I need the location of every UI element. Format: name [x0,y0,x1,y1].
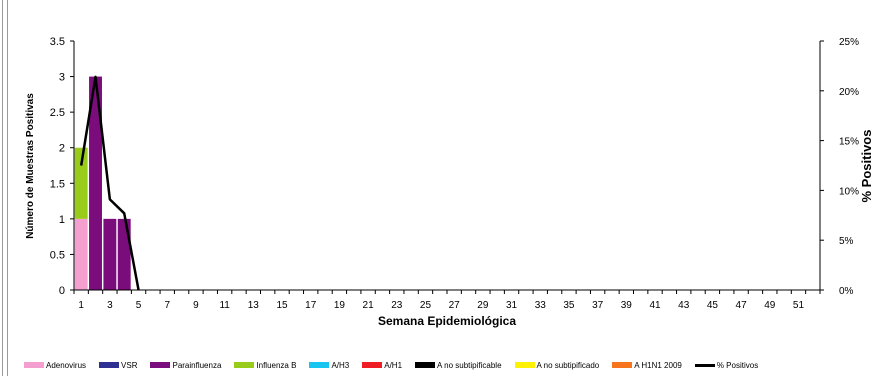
bar-adenovirus-week-1 [74,218,88,290]
y2-tick-label: 0% [839,286,854,297]
legend-item: A/H1 [362,361,402,370]
legend-item: Parainfluenza [150,361,221,370]
x-tick-label: 25 [420,300,432,311]
legend-item: Influenza B [234,361,296,370]
legend-item: A H1N1 2009 [612,361,682,370]
x-tick-label: 13 [248,300,260,311]
y-axis-title: Número de Muestras Positivas [25,93,36,239]
legend: Adenovirus VSR Parainfluenza Influenza B A/H… [24,358,771,372]
legend-label: Adenovirus [46,360,87,370]
legend-swatch [99,362,120,368]
x-tick-label: 21 [363,300,375,311]
legend-label: A no subtipificable [437,360,502,370]
legend-item: Adenovirus [24,361,86,370]
x-tick-label: 37 [592,300,604,311]
y-tick-label: 3 [59,72,65,84]
legend-label: A no subtipificado [536,360,600,370]
x-tick-label: 5 [136,300,142,311]
x-tick-label: 19 [334,300,346,311]
y-tick-label: 3.5 [50,36,65,48]
x-axis-title: Semana Epidemiológica [378,314,516,328]
legend-swatch [234,362,255,368]
legend-swatch [309,362,330,368]
legend-swatch [694,363,715,367]
y2-tick-label: 15% [839,137,859,148]
line-layer [79,75,140,291]
x-tick-label: 27 [449,300,461,311]
y-tick-label: 0.5 [50,249,65,261]
axes-layer: 00.511.522.533.50%5%10%15%20%25%1 3 5 7 9 11 1… [50,36,859,311]
legend-label: A/H1 [384,360,403,370]
x-tick-label: 51 [793,300,805,311]
bar-influenza-b-week-1 [74,147,88,219]
y-tick-label: 2.5 [50,107,65,119]
x-tick-label: 7 [164,300,170,311]
y-tick-label: 1.5 [50,178,65,190]
y-tick-label: 1 [59,214,65,226]
x-tick-label: 33 [535,300,547,311]
legend-label: % Positivos [716,360,759,370]
bar-parainfluenza-week-2 [89,76,102,290]
y-tick-label: 0 [59,285,65,297]
x-tick-label: 23 [391,300,403,311]
x-tick-label: 31 [506,300,518,311]
x-tick-label: 17 [305,300,317,311]
legend-swatch [514,362,535,368]
x-tick-label: 11 [219,300,230,311]
x-tick-label: 41 [649,300,661,311]
x-tick-label: 35 [563,300,575,311]
line-percent-positivos [79,75,140,291]
legend-label: Parainfluenza [172,360,222,370]
x-tick-label: 29 [477,300,489,311]
bar-parainfluenza-week-4 [117,218,131,290]
legend-item: % Positivos [694,360,759,370]
legend-swatch [24,362,44,368]
legend-item: A/H3 [309,361,349,370]
legend-item: A no subtipificable [415,361,502,370]
legend-swatch [362,362,383,368]
y2-tick-label: 5% [839,236,854,247]
legend-label: VSR [121,360,138,370]
x-tick-label: 9 [193,300,199,311]
x-tick-label: 47 [736,300,748,311]
x-tick-label: 1 [78,300,84,311]
y2-tick-label: 20% [839,87,859,98]
x-tick-label: 49 [764,300,776,311]
x-tick-label: 43 [678,300,690,311]
legend-swatch [612,362,633,368]
bar-parainfluenza-week-3 [103,218,117,290]
legend-swatch [415,362,436,368]
y-tick-label: 2 [59,143,65,155]
x-tick-label: 45 [707,300,719,311]
chart: 00.511.522.533.50%5%10%15%20%25%1 3 5 7 9 11 1… [25,36,874,328]
x-tick-label: 39 [621,300,633,311]
x-tick-label: 15 [276,300,288,311]
y2-tick-label: 25% [839,37,859,48]
window-left-border [2,0,8,376]
y2-axis-title: % Positivos [859,130,874,203]
legend-swatch [150,362,171,368]
x-tick-label: 3 [107,300,113,311]
bars-layer [74,76,131,290]
y2-tick-label: 10% [839,186,859,197]
legend-label: A/H3 [331,360,350,370]
legend-label: Influenza B [256,360,297,370]
legend-item: VSR [99,361,137,370]
legend-label: A H1N1 2009 [634,360,682,370]
legend-item: A no subtipificado [514,360,600,370]
